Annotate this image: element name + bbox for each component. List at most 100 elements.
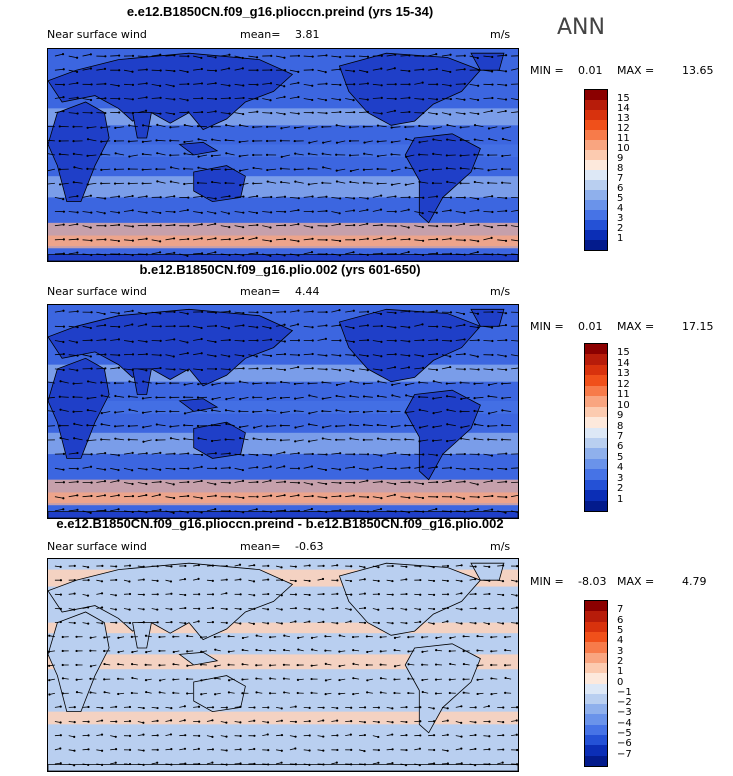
arrow-head [322,763,325,766]
arrow-head [76,211,79,214]
arrow-icon [68,368,78,371]
arrow-icon [101,126,111,129]
arrow-head [376,124,380,127]
arrow-head [73,166,76,169]
arrow-icon [363,411,373,413]
arrow-head [491,310,494,314]
arrow-icon [234,211,244,214]
arrow-icon [289,239,299,242]
arrow-head [242,84,245,87]
arrow-head [72,382,75,385]
arrow-icon [248,98,258,100]
arrow-head [59,705,62,708]
arrow-head [197,437,200,440]
arrow-head [62,198,65,201]
arrow-head [76,369,79,372]
arrow-icon [289,366,299,370]
arrow-head [476,312,480,315]
arrow-head [141,140,144,143]
arrow-head [156,706,159,710]
arrow-icon [289,253,299,256]
arrow-head [58,125,61,128]
arrow-icon [137,311,147,315]
arrow-head [224,438,227,441]
arrow-icon [433,126,443,129]
arrow-head [377,621,380,625]
arrow-icon [142,396,152,399]
arrow-icon [497,368,507,371]
arrow-head [144,312,148,316]
arrow-head [377,761,380,764]
arrow-head [155,168,158,171]
colorbar-tick-label: 3 [617,213,624,224]
arrow-head [100,168,103,171]
arrow-head [283,691,286,694]
mean-value: -0.63 [295,540,324,553]
arrow-head [131,340,134,343]
arrow-icon [276,494,285,498]
arrow-icon [115,425,125,427]
arrow-icon [206,237,216,241]
arrow-head [362,382,366,385]
arrow-icon [123,340,133,343]
arrow-head [144,109,148,112]
arrow-head [477,68,480,72]
arrow-head [421,663,424,666]
arrow-icon [226,396,235,400]
arrow-head [184,622,187,625]
arrow-icon [137,482,147,485]
arrow-head [487,705,490,708]
arrow-head [366,510,370,513]
arrow-icon [96,509,106,512]
arrow-head [113,168,117,171]
arrow-head [214,507,217,511]
arrow-icon [239,140,249,143]
arrow-head [432,426,435,429]
arrow-icon [248,453,258,456]
arrow-head [446,564,450,568]
arrow-head [130,635,133,638]
arrow-head [293,139,296,143]
arrow-icon [303,55,313,58]
arrow-head [391,761,394,765]
arrow-head [407,366,411,369]
arrow-head [449,84,452,87]
arrow-head [491,339,494,343]
arrow-icon [254,425,263,429]
arrow-icon [212,382,221,386]
arrow-icon [123,253,133,256]
arrow-icon [211,424,221,427]
arrow-head [491,195,494,198]
arrow-head [380,96,383,99]
arrow-head [131,469,134,472]
arrow-head [280,594,283,597]
arrow-head [283,494,286,497]
arrow-head [170,621,173,624]
arrow-head [158,649,161,653]
arrow-head [308,749,311,752]
arrow-head [86,380,90,383]
arrow-icon [151,481,161,483]
arrow-head [183,437,186,440]
arrow-head [62,95,65,99]
arrow-head [296,691,299,695]
arrow-head [169,733,173,736]
arrow-icon [96,467,106,470]
arrow-head [348,154,352,157]
arrow-head [474,607,477,610]
arrow-head [504,239,508,242]
arrow-icon [110,224,120,227]
wind-speed-band [48,235,518,247]
arrow-head [173,368,176,371]
arrow-head [76,508,79,511]
arrow-icon [193,211,202,214]
arrow-icon [124,83,133,86]
arrow-head [348,126,352,129]
max-label: MAX = [617,575,655,588]
arrow-head [353,55,356,58]
arrow-head [159,325,162,328]
arrow-head [363,141,366,144]
arrow-head [463,468,466,471]
arrow-icon [68,494,78,498]
arrow-head [310,251,314,254]
